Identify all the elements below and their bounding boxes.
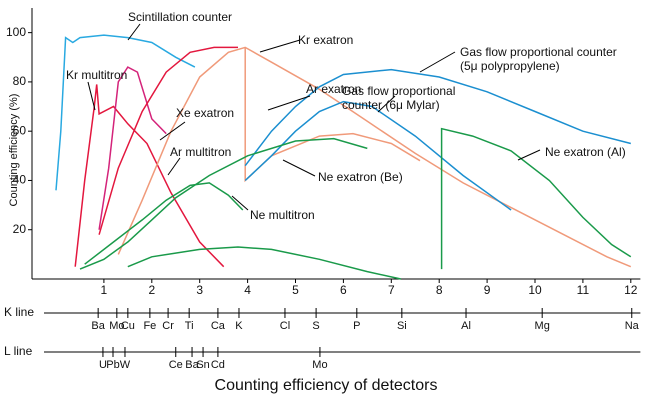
curve — [84, 182, 244, 265]
element-label: K — [235, 320, 243, 332]
x-tick-label: 2 — [148, 283, 155, 297]
element-label: Si — [397, 320, 407, 332]
element-label: Ce — [169, 359, 183, 371]
element-label: Cu — [121, 320, 135, 332]
element-label: U — [99, 359, 107, 371]
curve — [244, 47, 421, 183]
pointer — [87, 81, 96, 111]
curve-label: Kr multitron — [66, 68, 128, 82]
pointer — [282, 159, 316, 177]
x-tick-label: 8 — [436, 283, 443, 297]
pointer — [377, 95, 396, 113]
curve-label: Xe exatron — [176, 106, 235, 120]
pointer — [259, 39, 301, 53]
pointer — [159, 121, 186, 141]
x-tick-label: 11 — [577, 283, 590, 297]
element-label: W — [120, 359, 131, 371]
curve-label: Ar multitron — [170, 145, 232, 159]
element-label: P — [353, 320, 360, 332]
curve — [117, 46, 632, 268]
curve-label: Scintillation counter — [128, 10, 233, 24]
curve — [98, 46, 238, 235]
element-label: Ba — [185, 359, 199, 371]
pointer — [167, 157, 181, 176]
x-tick-label: 5 — [292, 283, 299, 297]
x-tick-label: 1 — [101, 283, 108, 297]
x-tick-label: 7 — [388, 283, 395, 297]
curve-label: Gas flow proportional counter (6μ Mylar) — [342, 84, 456, 112]
curve-label: Ar exatron — [306, 82, 362, 96]
curve-label: Gas flow proportional counter (5μ polypr… — [460, 45, 617, 73]
element-label: Pb — [106, 359, 119, 371]
row-label: K line — [4, 305, 34, 319]
element-label: Mo — [312, 359, 327, 371]
x-tick-label: 3 — [196, 283, 203, 297]
chart-title: Counting efficiency of detectors — [215, 377, 438, 394]
curve — [98, 66, 167, 230]
element-label: S — [312, 320, 319, 332]
curve — [440, 127, 632, 270]
x-tick-label: 9 — [484, 283, 491, 297]
y-axis-label: Counting efficiency (%) — [8, 94, 20, 207]
y-tick-label: 40 — [13, 173, 27, 187]
element-label: Ba — [91, 320, 105, 332]
element-label: Fe — [143, 320, 156, 332]
pointer — [517, 149, 541, 161]
pointer — [127, 23, 141, 41]
element-label: Mo — [109, 320, 124, 332]
element-label: Al — [461, 320, 471, 332]
curve-label: Ne multitron — [250, 208, 315, 222]
y-tick-label: 20 — [13, 222, 27, 236]
curve-label: Ne exatron (Al) — [545, 145, 626, 159]
element-label: Ca — [211, 320, 226, 332]
curve — [79, 137, 368, 270]
x-tick-label: 10 — [528, 283, 542, 297]
pointer — [267, 95, 311, 111]
curve — [74, 84, 225, 268]
curve — [55, 34, 196, 191]
curve-label: Kr exatron — [298, 33, 354, 47]
curve — [244, 68, 631, 167]
x-tick-label: 6 — [340, 283, 347, 297]
curve — [127, 246, 402, 280]
row-label: L line — [4, 344, 33, 358]
pointer — [231, 195, 249, 211]
element-label: Cl — [280, 320, 290, 332]
x-tick-label: 4 — [244, 283, 251, 297]
element-label: Ti — [185, 320, 194, 332]
element-label: Mg — [535, 320, 550, 332]
element-label: Cr — [162, 320, 174, 332]
curve — [244, 100, 512, 211]
element-label: Sn — [196, 359, 209, 371]
element-label: Na — [625, 320, 640, 332]
y-tick-label: 80 — [13, 74, 27, 88]
x-tick-label: 12 — [624, 283, 638, 297]
y-tick-label: 100 — [6, 25, 26, 39]
element-label: Cd — [211, 359, 225, 371]
curve-label: Ne exatron (Be) — [318, 170, 403, 184]
pointer — [419, 51, 456, 73]
y-tick-label: 60 — [13, 123, 27, 137]
